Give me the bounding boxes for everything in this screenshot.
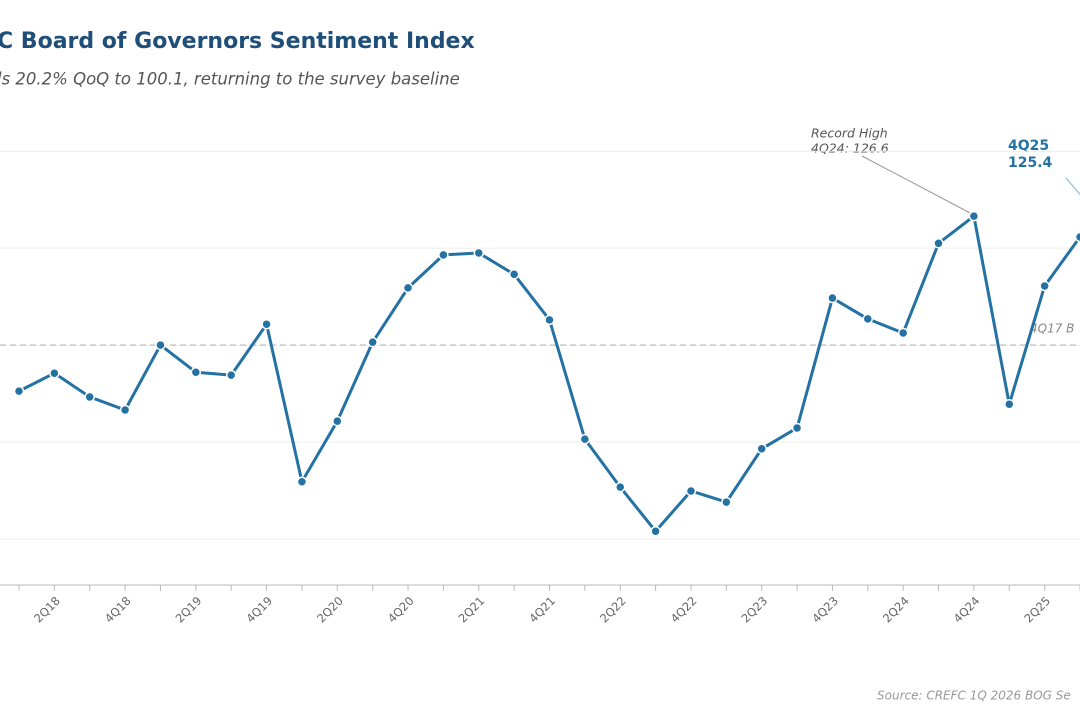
- annotation-text: 4Q24: 126.6: [811, 141, 889, 156]
- annotation-leader: [861, 155, 973, 215]
- data-point: [650, 525, 661, 537]
- x-tick-label: 4Q18: [102, 594, 134, 626]
- chart-subtitle: ls 20.2% QoQ to 100.1, returning to the …: [0, 70, 460, 89]
- x-tick-label: 2Q23: [738, 594, 770, 626]
- data-point: [968, 210, 980, 222]
- x-tick-label: 2Q24: [880, 594, 912, 626]
- data-point: [544, 314, 555, 326]
- data-point: [119, 404, 131, 416]
- data-point: [933, 238, 944, 249]
- x-tick-label: 2Q18: [31, 594, 63, 626]
- x-tick-label: 4Q21: [526, 594, 558, 626]
- data-point: [473, 247, 485, 259]
- data-point: [402, 282, 414, 294]
- data-point: [1004, 398, 1015, 410]
- data-point: [296, 476, 308, 488]
- annotation-leader: [1065, 177, 1080, 196]
- data-point: [332, 415, 343, 427]
- x-tick-label: 4Q22: [668, 594, 700, 626]
- data-point: [685, 485, 697, 497]
- data-point: [1074, 231, 1080, 243]
- annotation-text: Record High: [811, 126, 888, 141]
- data-point: [897, 327, 909, 339]
- data-point: [1039, 280, 1050, 292]
- source-note: Source: CREFC 1Q 2026 BOG Se: [877, 689, 1071, 703]
- data-point: [261, 318, 272, 330]
- chart-title: C Board of Governors Sentiment Index: [0, 29, 475, 54]
- data-point: [13, 385, 25, 397]
- x-tick-label: 4Q24: [951, 594, 983, 626]
- data-point: [508, 269, 520, 280]
- data-point: [438, 249, 449, 261]
- data-point: [155, 339, 166, 351]
- data-point: [579, 433, 591, 445]
- series-line: [18, 214, 1080, 533]
- x-tick-label: 2Q25: [1021, 594, 1053, 626]
- baseline-label: 4Q17 B: [1030, 322, 1074, 336]
- data-point: [84, 391, 95, 403]
- data-point: [225, 369, 237, 381]
- x-tick-label: 4Q19: [243, 594, 275, 626]
- x-tick-label: 4Q23: [809, 594, 841, 626]
- data-point: [791, 422, 803, 434]
- annotation-text: 125.4: [1008, 155, 1053, 171]
- data-point: [827, 292, 838, 304]
- data-point: [614, 481, 626, 493]
- x-tick-label: 2Q19: [173, 594, 205, 626]
- data-point: [756, 443, 767, 455]
- data-point: [367, 336, 378, 348]
- x-tick-label: 2Q22: [597, 594, 629, 626]
- annotation-text: 4Q25: [1008, 138, 1049, 154]
- data-point: [49, 367, 60, 379]
- x-tick-label: 2Q21: [456, 594, 488, 626]
- x-tick-label: 4Q20: [385, 594, 417, 626]
- data-point: [190, 366, 202, 378]
- data-point: [721, 496, 732, 508]
- data-point: [862, 313, 874, 325]
- x-tick-label: 2Q20: [314, 594, 346, 626]
